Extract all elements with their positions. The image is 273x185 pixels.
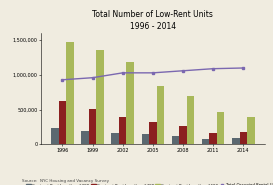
- Bar: [217, 112, 224, 144]
- Legend: Contract Rent less than $200, Contract Rent less than $400, Contract Rent less t: Contract Rent less than $200, Contract R…: [25, 182, 273, 185]
- Bar: [89, 109, 96, 144]
- Bar: [232, 138, 240, 144]
- Bar: [209, 132, 217, 144]
- Bar: [96, 50, 104, 144]
- Bar: [172, 136, 179, 144]
- Bar: [142, 134, 149, 144]
- Bar: [187, 96, 194, 144]
- Bar: [247, 117, 255, 144]
- Bar: [111, 133, 119, 144]
- Bar: [66, 42, 74, 144]
- Bar: [240, 132, 247, 144]
- Bar: [81, 131, 89, 144]
- Bar: [157, 86, 164, 144]
- Text: Source:  NYC Housing and Vacancy Survey: Source: NYC Housing and Vacancy Survey: [22, 179, 109, 183]
- Bar: [59, 101, 66, 144]
- Bar: [179, 126, 187, 144]
- Bar: [149, 122, 157, 144]
- Bar: [202, 139, 209, 144]
- Title: Total Number of Low-Rent Units
1996 - 2014: Total Number of Low-Rent Units 1996 - 20…: [93, 10, 213, 31]
- Bar: [51, 128, 59, 144]
- Bar: [126, 62, 134, 144]
- Bar: [119, 117, 126, 144]
